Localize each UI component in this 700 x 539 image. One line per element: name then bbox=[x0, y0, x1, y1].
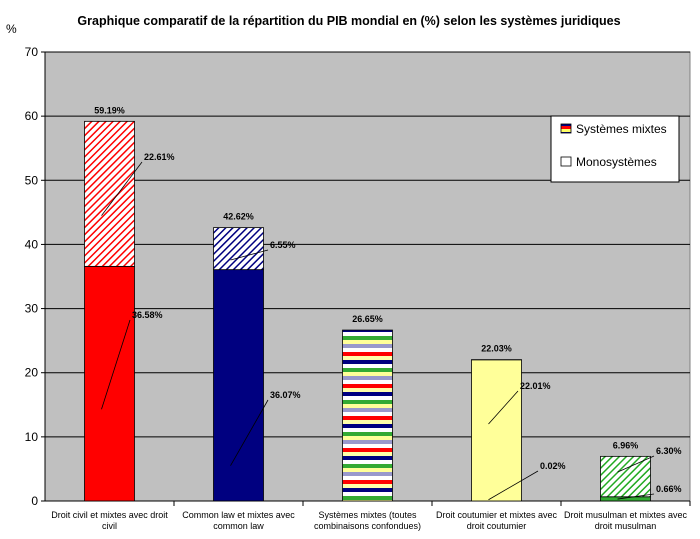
x-category-label: Droit coutumier et mixtes avec bbox=[436, 510, 558, 520]
chart-title: Graphique comparatif de la répartition d… bbox=[77, 14, 620, 28]
bar-total-label: 42.62% bbox=[223, 212, 254, 222]
data-label-systemes-mixtes: 6.55% bbox=[270, 240, 296, 250]
y-tick-label: 50 bbox=[25, 173, 39, 187]
leader-line bbox=[617, 493, 655, 500]
leader-line bbox=[617, 455, 655, 473]
leader-line bbox=[101, 319, 131, 410]
data-label-systemes-mixtes: 22.61% bbox=[144, 152, 175, 162]
bar-systemes-mixtes bbox=[342, 329, 393, 502]
x-category-label: Droit musulman et mixtes avec bbox=[564, 510, 688, 520]
leader-line bbox=[488, 470, 539, 501]
x-category-label: droit musulman bbox=[595, 521, 657, 531]
leader-line bbox=[488, 390, 519, 425]
x-category-label: common law bbox=[213, 521, 264, 531]
x-category-label: civil bbox=[102, 521, 117, 531]
bar-total-label: 26.65% bbox=[352, 314, 383, 324]
y-tick-label: 60 bbox=[25, 109, 39, 123]
bar-monosystemes bbox=[600, 496, 651, 502]
bar-total-label: 59.19% bbox=[94, 105, 125, 115]
legend-label-monosystemes: Monosystèmes bbox=[576, 155, 657, 169]
y-tick-label: 10 bbox=[25, 430, 39, 444]
legend: Systèmes mixtes Monosystèmes bbox=[550, 115, 680, 183]
bar-total-label: 22.03% bbox=[481, 344, 512, 354]
x-category-label: Common law et mixtes avec bbox=[182, 510, 295, 520]
legend-box bbox=[550, 115, 680, 183]
bar-systemes-mixtes bbox=[213, 227, 264, 271]
y-tick-label: 70 bbox=[25, 45, 39, 59]
bar-total-label: 6.96% bbox=[613, 440, 639, 450]
data-label-systemes-mixtes: 6.30% bbox=[656, 446, 682, 456]
legend-swatch-monosystemes bbox=[560, 156, 572, 167]
y-tick-label: 40 bbox=[25, 237, 39, 251]
plot-area: 0 10 20 30 40 50 60 70 59.19% Droit civil et mixt… bbox=[25, 45, 691, 531]
data-label-monosystemes: 36.07% bbox=[270, 390, 301, 400]
y-tick-label: 20 bbox=[25, 366, 39, 380]
leader-line bbox=[230, 399, 269, 466]
legend-label-systemes-mixtes: Systèmes mixtes bbox=[576, 122, 667, 136]
bar-monosystemes bbox=[471, 359, 522, 502]
bar-monosystemes bbox=[213, 269, 264, 502]
x-category-label: combinaisons confondues) bbox=[314, 521, 421, 531]
x-category-label: Systèmes mixtes (toutes bbox=[318, 510, 417, 520]
leader-line bbox=[230, 249, 269, 261]
leader-line bbox=[101, 161, 143, 216]
x-category-label: Droit civil et mixtes avec droit bbox=[51, 510, 168, 520]
x-category-label: droit coutumier bbox=[467, 521, 527, 531]
legend-swatch-systemes-mixtes bbox=[560, 123, 572, 134]
y-tick-label: 30 bbox=[25, 302, 39, 316]
data-label-monosystemes: 0.66% bbox=[656, 484, 682, 494]
data-label-monosystemes: 22.01% bbox=[520, 381, 551, 391]
data-label-monosystemes: 36.58% bbox=[132, 310, 163, 320]
bar-systemes-mixtes bbox=[600, 455, 651, 498]
y-axis-label: % bbox=[6, 22, 17, 36]
y-tick-label: 0 bbox=[31, 494, 38, 508]
data-label-systemes-mixtes: 0.02% bbox=[540, 461, 566, 471]
bar-systemes-mixtes bbox=[84, 120, 135, 267]
